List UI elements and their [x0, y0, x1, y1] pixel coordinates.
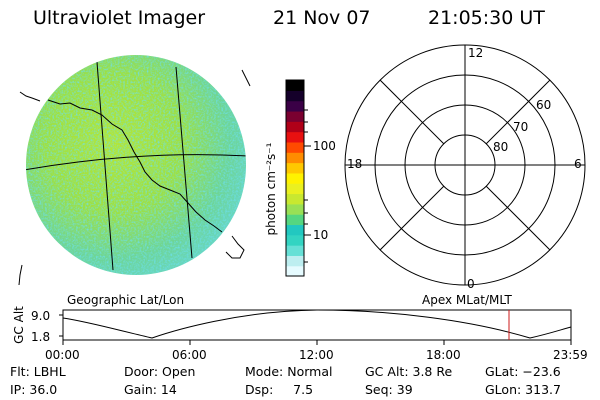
colorbar-label-100: 100	[313, 139, 336, 153]
seq-status: Seq: 39	[365, 382, 413, 397]
orbit-xtick-2: 12:00	[299, 348, 334, 362]
instrument-title: Ultraviolet Imager	[33, 7, 206, 29]
colorbar-band	[286, 162, 304, 174]
colorbar-band	[286, 131, 304, 143]
orbit-xtick-4: 23:59	[553, 348, 588, 362]
colorbar-band	[286, 152, 304, 164]
mlat-label-80: 80	[493, 140, 509, 154]
orbit-xtick-1: 06:00	[172, 348, 207, 362]
colorbar-frame	[285, 79, 305, 277]
dsp-status: Dsp: 7.5	[245, 382, 314, 397]
polar-panel-label: Apex MLat/MLT	[422, 293, 512, 307]
colorbar-band	[286, 214, 304, 226]
colorbar	[286, 80, 304, 277]
mlat-label-70: 70	[513, 120, 529, 134]
date-label: 21 Nov 07	[273, 7, 371, 29]
uv-image-disk	[18, 55, 251, 286]
geo-panel-label: Geographic Lat/Lon	[67, 293, 185, 307]
colorbar-band	[286, 100, 304, 112]
colorbar-band	[286, 183, 304, 195]
colorbar-band	[286, 172, 304, 184]
polar-plot	[344, 44, 586, 286]
colorbar-band	[286, 203, 304, 215]
mlt-label-12: 12	[468, 46, 484, 60]
colorbar-band	[286, 234, 304, 246]
orbit-xtick-3: 18:00	[426, 348, 461, 362]
colorbar-label-10: 10	[313, 228, 329, 242]
latlon-grid	[26, 61, 246, 271]
mlat-label-60: 60	[536, 98, 552, 112]
colorbar-band	[286, 110, 304, 122]
colorbar-band	[286, 265, 304, 277]
mlt-label-6: 6	[574, 157, 582, 171]
door-status: Door: Open	[124, 364, 196, 379]
orbit-chart	[59, 309, 572, 345]
colorbar-unit-label: photon cm⁻²s⁻¹	[264, 142, 278, 236]
orbit-ymax-label: 9.0	[31, 309, 51, 323]
colorbar-band	[286, 121, 304, 133]
mlt-label-0: 0	[467, 277, 475, 291]
colorbar-band	[286, 245, 304, 256]
orbit-ylabel: GC Alt	[12, 306, 26, 344]
mode-status: Mode: Normal	[245, 364, 333, 379]
gc-alt-status: GC Alt: 3.8 Re	[365, 364, 453, 379]
glat-status: GLat: −23.6	[485, 364, 561, 379]
colorbar-band	[286, 80, 304, 91]
colorbar-band	[286, 224, 304, 236]
colorbar-band	[286, 193, 304, 205]
coastline	[47, 99, 223, 233]
filter-status: Flt: LBHL	[10, 364, 66, 379]
orbit-xtick-0: 00:00	[45, 348, 80, 362]
colorbar-band	[286, 90, 304, 102]
glon-status: GLon: 313.7	[485, 382, 561, 397]
gain-status: Gain: 14	[124, 382, 177, 397]
coastline-edge	[18, 69, 251, 286]
mlt-label-18: 18	[347, 157, 363, 171]
colorbar-band	[286, 141, 304, 153]
ip-status: IP: 36.0	[10, 382, 58, 397]
altitude-curve	[62, 309, 572, 339]
orbit-ymin-label: 1.8	[31, 330, 51, 344]
time-label: 21:05:30 UT	[428, 7, 545, 29]
colorbar-band	[286, 255, 304, 267]
